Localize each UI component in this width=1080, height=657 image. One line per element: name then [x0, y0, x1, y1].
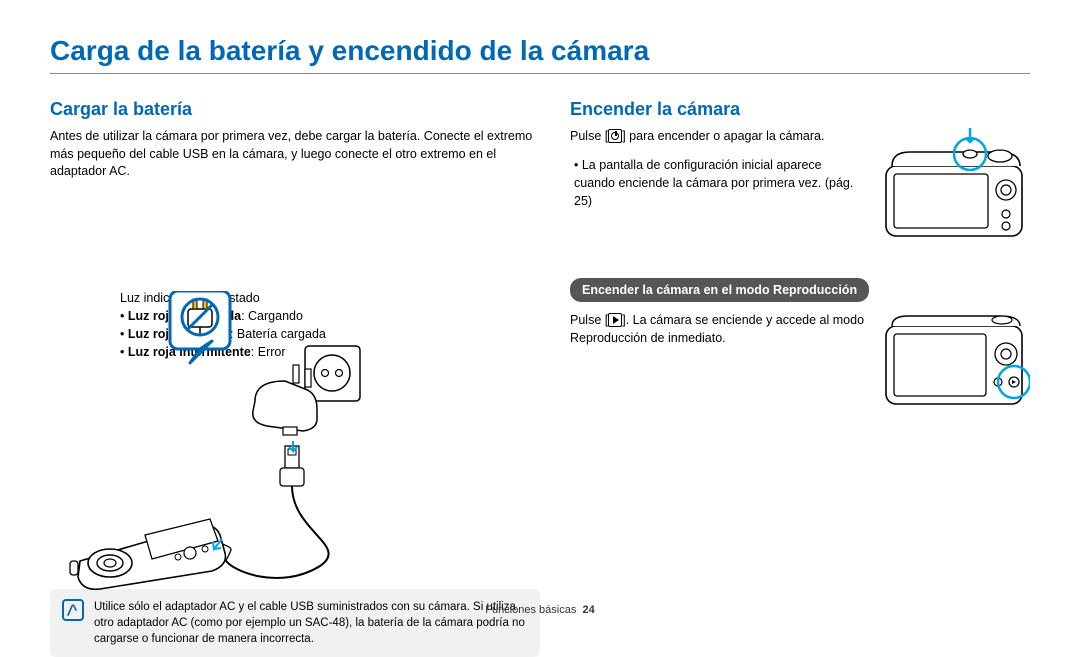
diagram-charging: Luz indicadora de estado Luz roja encend…: [50, 291, 540, 581]
heading-charge: Cargar la batería: [50, 99, 540, 120]
playback-row: Pulse []. La cámara se enciende y accede…: [570, 312, 1030, 437]
page-title: Carga de la batería y encendido de la cá…: [50, 35, 1030, 74]
camera-back-illustration: [880, 312, 1030, 437]
page-footer: Funciones básicas 24: [0, 604, 1080, 616]
footer-section: Funciones básicas: [485, 604, 576, 616]
footer-page-number: 24: [582, 604, 594, 616]
heading-power: Encender la cámara: [570, 99, 1030, 120]
power-icon: [608, 129, 622, 143]
power-instruction: Pulse [] para encender o apagar la cámar…: [570, 128, 865, 146]
column-left: Cargar la batería Antes de utilizar la c…: [50, 99, 540, 657]
pill-playback-mode: Encender la cámara en el modo Reproducci…: [570, 278, 869, 302]
first-time-bullet: La pantalla de configuración inicial apa…: [574, 156, 865, 210]
playback-icon: [608, 313, 622, 327]
column-right: Encender la cámara Pulse [] para encende…: [570, 99, 1030, 657]
camera-top-illustration: [880, 128, 1030, 248]
intro-charge: Antes de utilizar la cámara por primera …: [50, 128, 540, 181]
power-on-row: Pulse [] para encender o apagar la cámar…: [570, 128, 1030, 248]
charging-illustration: [50, 291, 540, 591]
note-box: Utilice sólo el adaptador AC y el cable …: [50, 589, 540, 657]
content-columns: Cargar la batería Antes de utilizar la c…: [50, 99, 1030, 657]
playback-instruction: Pulse []. La cámara se enciende y accede…: [570, 312, 865, 347]
